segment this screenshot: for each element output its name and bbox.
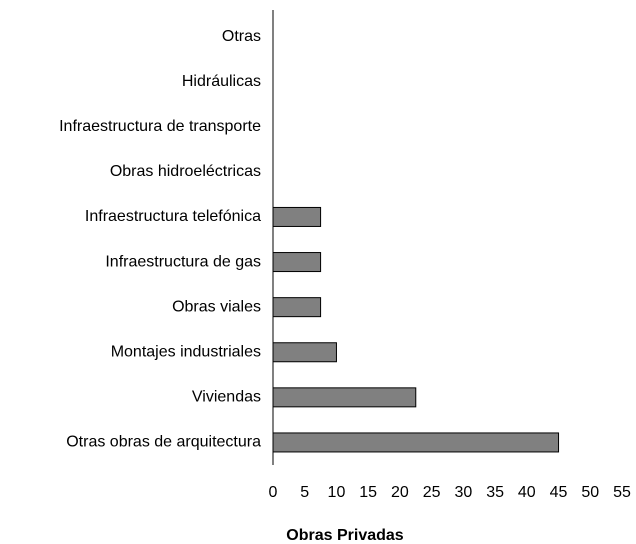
bar	[272, 206, 322, 227]
x-tick-label: 55	[613, 484, 631, 501]
y-tick-label: Otras	[222, 28, 261, 45]
y-tick-label: Obras hidroeléctricas	[110, 163, 261, 180]
x-tick-label: 35	[486, 484, 504, 501]
x-tick-label: 30	[454, 484, 472, 501]
y-tick-label: Infraestructura de transporte	[59, 118, 261, 135]
y-tick-label: Obras viales	[172, 298, 261, 315]
bar	[272, 387, 417, 408]
y-tick-label: Montajes industriales	[111, 343, 261, 360]
y-tick-label: Viviendas	[192, 389, 261, 406]
y-tick-label: Infraestructura telefónica	[85, 208, 261, 225]
x-tick-label: 0	[269, 484, 278, 501]
x-tick-label: 45	[550, 484, 568, 501]
y-tick-label: Otras obras de arquitectura	[66, 434, 261, 451]
x-tick-label: 20	[391, 484, 409, 501]
x-tick-label: 25	[423, 484, 441, 501]
x-tick-label: 40	[518, 484, 536, 501]
y-tick-label: Infraestructura de gas	[105, 253, 261, 270]
bar	[272, 297, 322, 318]
bar	[272, 342, 337, 363]
y-tick-label: Hidráulicas	[182, 73, 261, 90]
x-tick-label: 50	[581, 484, 599, 501]
x-tick-label: 15	[359, 484, 377, 501]
x-tick-label: 5	[300, 484, 309, 501]
bar	[272, 432, 560, 453]
x-axis-title: Obras Privadas	[286, 527, 404, 544]
x-tick-label: 10	[328, 484, 346, 501]
bar	[272, 252, 322, 273]
